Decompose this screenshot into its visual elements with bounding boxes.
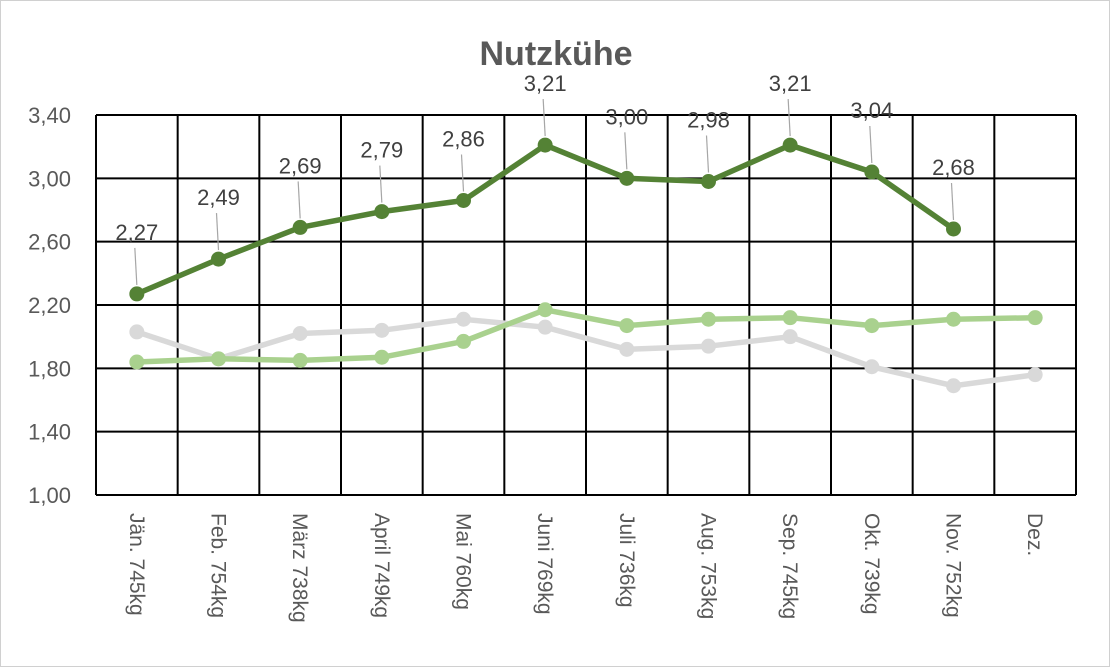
y-tick-label: 1,80: [28, 356, 71, 381]
data-point: [701, 174, 716, 189]
leader-line: [215, 213, 220, 251]
leader-line: [705, 135, 710, 173]
data-point: [701, 311, 716, 327]
grid: [95, 114, 1077, 496]
x-tick-label: Okt. 739kg: [860, 513, 883, 615]
x-tick-label: Jän. 745kg: [125, 513, 148, 616]
x-tick-label: März 738kg: [288, 513, 311, 623]
chart-title: Nutzkühe: [480, 35, 633, 73]
data-point: [782, 137, 798, 153]
data-point: [782, 329, 798, 345]
data-point: [456, 333, 471, 349]
x-tick-label: April 749kg: [370, 513, 393, 618]
data-point: [374, 322, 390, 338]
x-tick-label: Aug. 753kg: [697, 513, 720, 619]
data-point: [292, 219, 308, 235]
data-point: [946, 221, 961, 237]
data-labels: 2,27 2,49 2,69 2,79 2,86 3,21 3,00 2,98 3,21 3,04…: [115, 71, 975, 285]
data-point: [864, 164, 880, 180]
leader-line: [624, 132, 628, 170]
data-point: [1027, 310, 1043, 326]
leader-line: [787, 99, 791, 137]
x-tick-label: Juli 736kg: [615, 513, 638, 608]
data-point: [211, 251, 226, 267]
x-tick-label: Nov. 752kg: [942, 513, 965, 618]
series: [129, 137, 1043, 394]
data-label: 3,04: [850, 98, 893, 123]
data-label: 2,69: [279, 153, 322, 178]
leader-line: [379, 165, 383, 203]
x-tick-label: Mai 760kg: [452, 513, 475, 610]
leader-line: [950, 182, 955, 221]
leader-line: [460, 154, 465, 192]
data-point: [864, 318, 880, 334]
y-tick-label: 2,20: [28, 293, 71, 318]
data-point: [1027, 367, 1043, 383]
y-tick-label: 2,60: [28, 230, 71, 255]
x-tick-label: Sep. 745kg: [778, 513, 801, 619]
leader-line: [297, 181, 301, 219]
series-line: [134, 316, 1038, 389]
x-tick-label: Feb. 754kg: [207, 513, 230, 618]
x-tick-label: Juni 769kg: [533, 513, 556, 615]
data-point: [782, 310, 798, 326]
data-point: [129, 324, 145, 340]
data-point: [292, 352, 308, 368]
leader-line: [542, 99, 546, 137]
data-point: [619, 318, 635, 334]
data-point: [701, 338, 716, 354]
data-point: [619, 170, 635, 186]
leader-line: [869, 125, 873, 164]
data-point: [129, 354, 145, 370]
data-point: [129, 286, 145, 302]
y-tick-label: 3,40: [28, 103, 71, 128]
data-point: [946, 378, 961, 394]
data-label: 2,68: [932, 155, 975, 180]
data-point: [456, 311, 471, 327]
data-point: [864, 359, 880, 375]
data-point: [537, 302, 553, 318]
y-tick-label: 1,00: [28, 483, 71, 508]
data-point: [537, 319, 553, 335]
data-point: [374, 204, 390, 220]
data-label: 3,21: [769, 71, 812, 96]
data-label: 3,21: [524, 71, 567, 96]
data-point: [374, 349, 390, 365]
data-label: 2,79: [360, 138, 403, 163]
data-point: [211, 351, 226, 367]
y-tick-label: 1,40: [28, 420, 71, 445]
x-axis-ticks: Jän. 745kg Feb. 754kg März 738kg April 749k…: [125, 513, 1046, 623]
data-label: 2,86: [442, 127, 485, 152]
y-axis-ticks: 1,00 1,40 1,80 2,20 2,60 3,00 3,40: [28, 103, 71, 508]
data-label: 3,00: [605, 104, 648, 129]
data-point: [946, 311, 961, 327]
data-label: 2,27: [115, 220, 158, 245]
data-point: [292, 326, 308, 341]
y-tick-label: 3,00: [28, 166, 71, 191]
data-point: [619, 341, 635, 357]
series-line: [134, 307, 1038, 365]
data-label: 2,98: [687, 108, 730, 133]
leader-line: [134, 247, 138, 285]
data-label: 2,49: [197, 185, 240, 210]
data-point: [537, 137, 553, 153]
x-tick-label: Dez.: [1023, 513, 1046, 556]
data-point: [456, 193, 471, 208]
